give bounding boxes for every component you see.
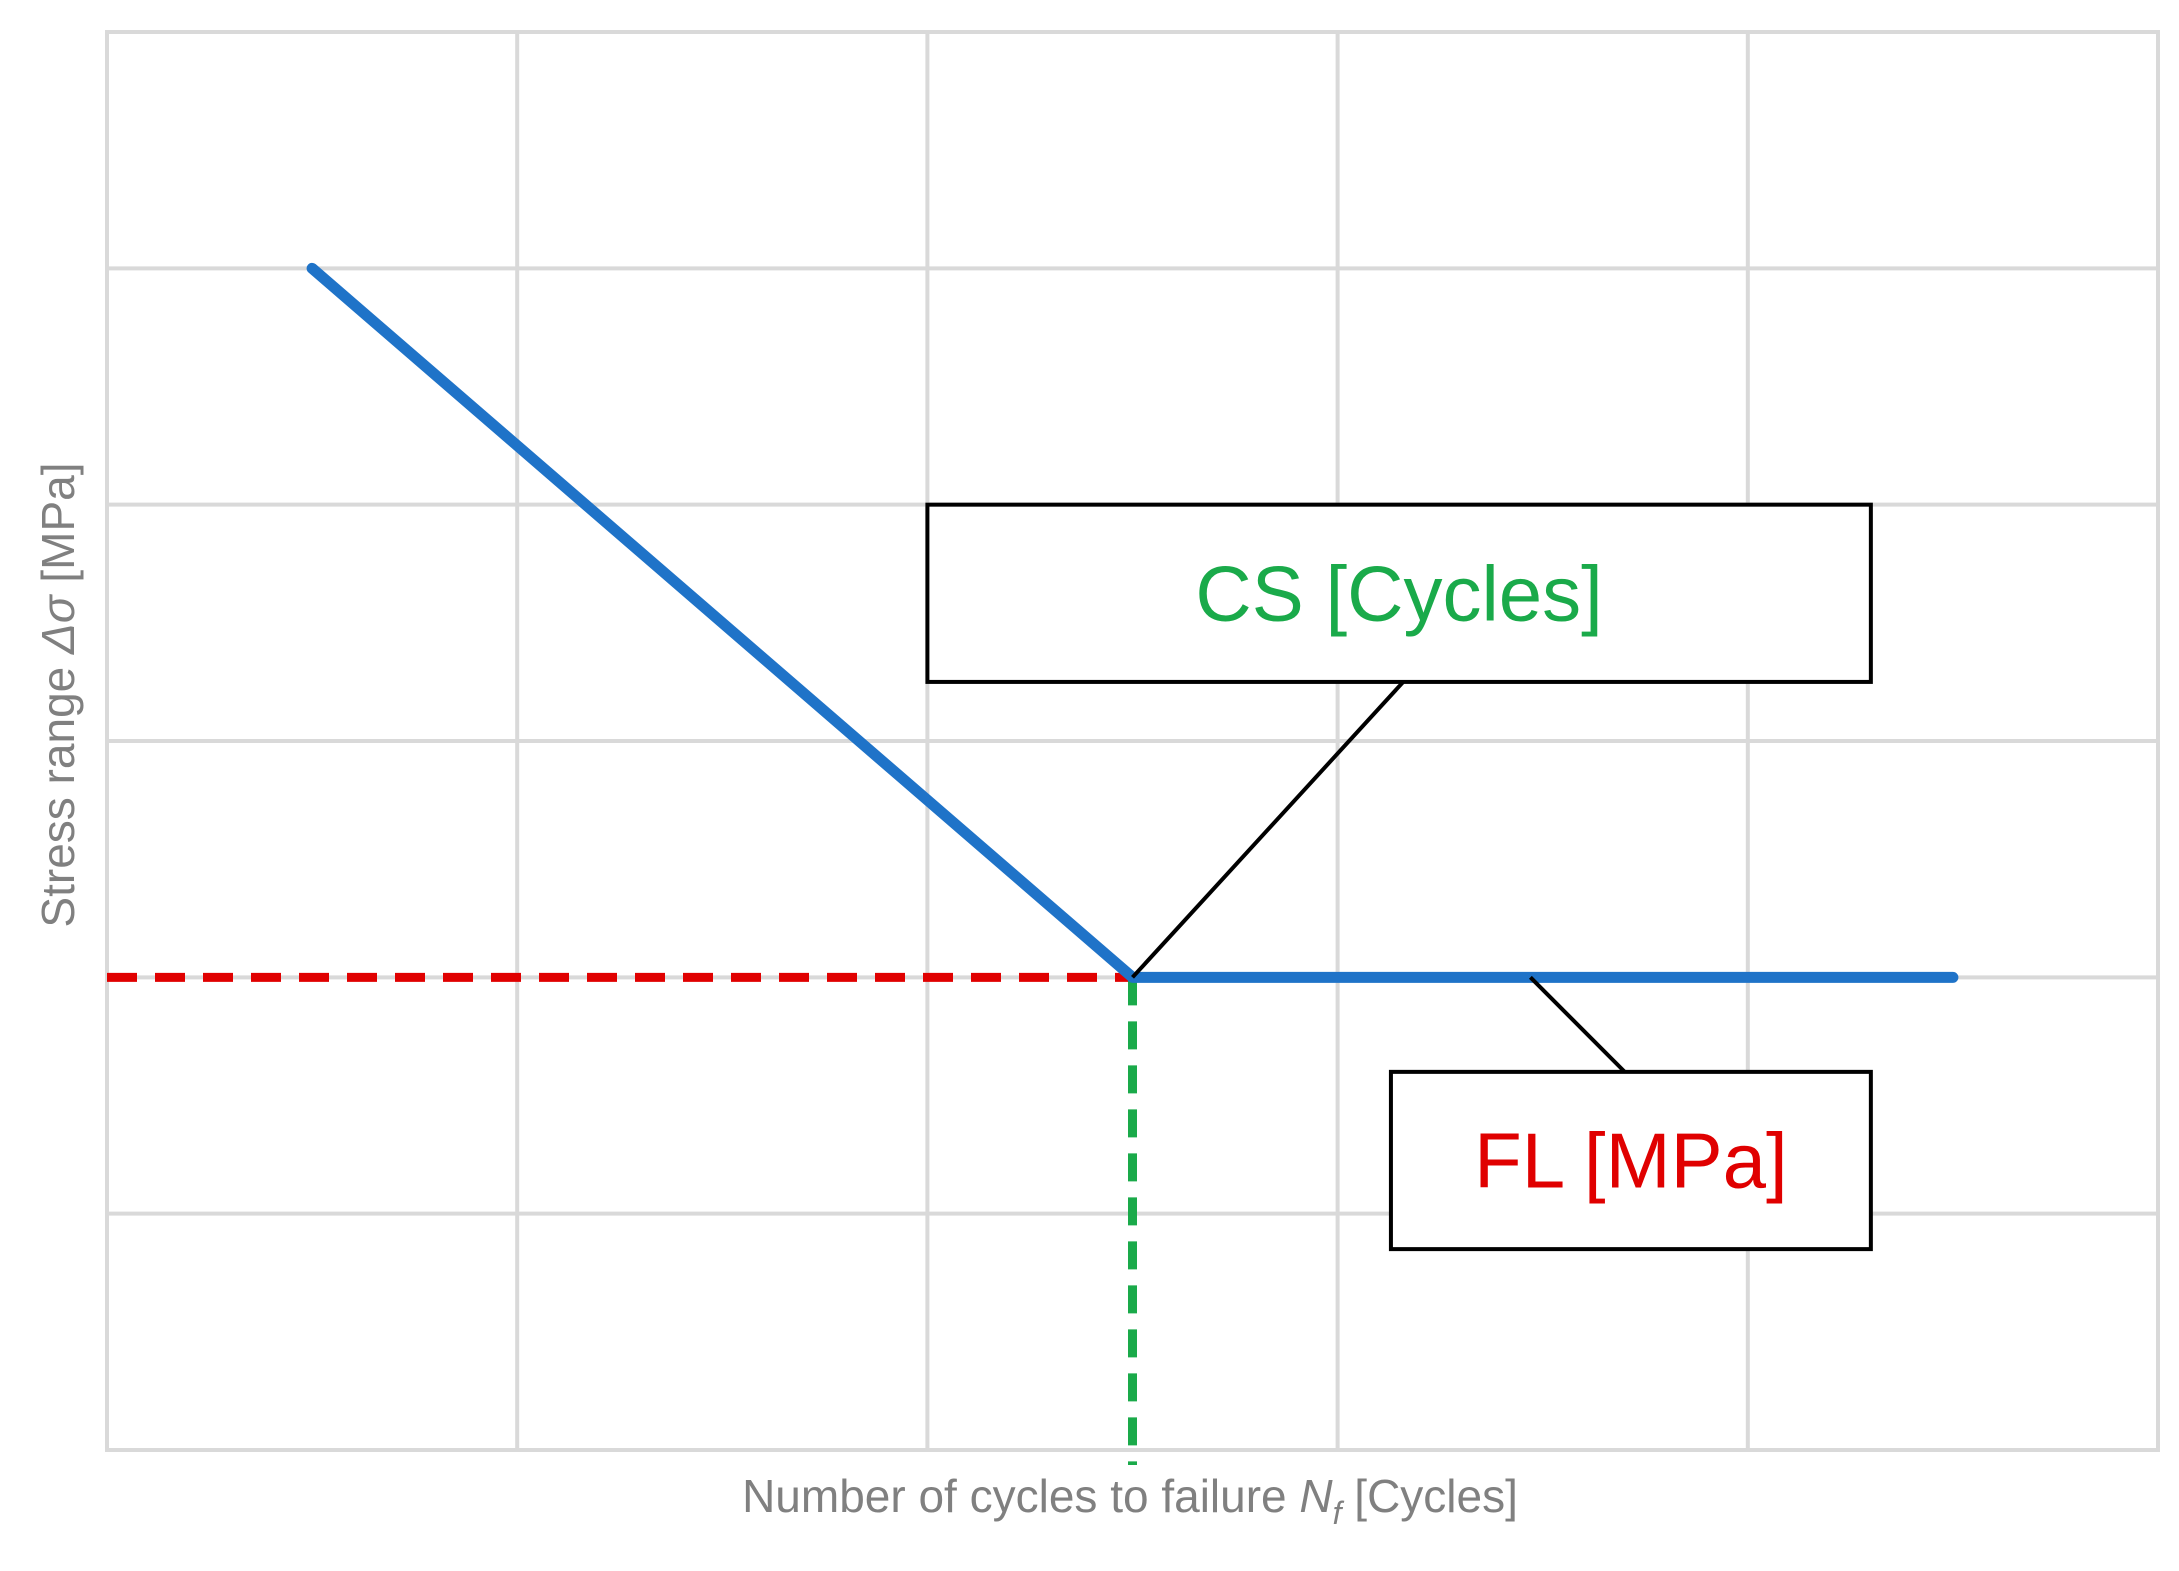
label-text-fl: FL [MPa] <box>1474 1116 1788 1204</box>
x-axis-title: Number of cycles to failure Nf [Cycles] <box>742 1470 1518 1531</box>
label-text-cs: CS [Cycles] <box>1195 549 1602 637</box>
axes <box>105 30 2160 1452</box>
reference-lines <box>107 972 1137 1465</box>
callout-line-cs <box>1131 680 1405 979</box>
label-box-cs <box>925 502 1873 684</box>
plot-frame <box>105 30 2160 1452</box>
y-axis-title: Stress range Δσ [MPa] <box>32 462 84 927</box>
callout-line-fl <box>1528 975 1627 1074</box>
label-box-fl <box>1388 1069 1873 1252</box>
annotations: CS [Cycles] FL [MPa] <box>925 502 1873 1252</box>
